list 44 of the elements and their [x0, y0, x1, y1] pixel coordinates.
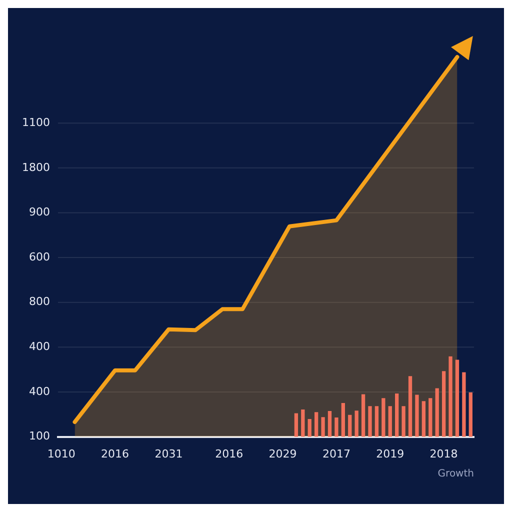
bar	[448, 356, 452, 437]
text: 1800	[22, 160, 50, 174]
bar	[428, 398, 432, 437]
bar	[354, 410, 358, 437]
bar	[374, 406, 379, 437]
x-tick-label: 2018	[430, 447, 458, 460]
bar	[328, 411, 332, 437]
x-tick-label: 2019	[376, 447, 404, 460]
text: 400	[29, 384, 50, 398]
x-tick-label: 1010	[47, 447, 76, 460]
text: 1100	[22, 116, 50, 129]
bar	[408, 376, 412, 437]
bar	[368, 406, 372, 437]
x-tick-label: 2031	[154, 447, 183, 460]
bar	[442, 371, 446, 437]
bar	[314, 412, 318, 437]
text: 600	[29, 250, 50, 264]
bar	[468, 392, 472, 437]
bar	[308, 419, 312, 437]
x-axis-title: Growth	[438, 468, 474, 480]
x-tick-label: 2017	[322, 447, 350, 460]
text: 400	[29, 340, 50, 354]
bar	[435, 388, 439, 437]
bar	[321, 417, 325, 437]
bar	[422, 401, 426, 437]
bar	[361, 394, 366, 437]
text: 900	[29, 206, 50, 219]
bar	[348, 414, 352, 437]
bar	[334, 417, 338, 437]
x-tick-label: 2029	[268, 447, 297, 460]
x-tick-label: 2016	[215, 447, 244, 460]
bar	[402, 406, 406, 437]
x-tick-label: 2016	[101, 447, 130, 460]
bar	[455, 360, 460, 437]
text: 800	[29, 295, 50, 308]
bar	[388, 406, 392, 437]
bar	[301, 410, 305, 437]
bar	[382, 398, 386, 437]
bar	[294, 413, 298, 437]
bar	[462, 372, 466, 437]
bar	[395, 394, 399, 437]
text: 100	[29, 430, 50, 443]
bar	[415, 394, 419, 437]
bar	[341, 403, 345, 437]
